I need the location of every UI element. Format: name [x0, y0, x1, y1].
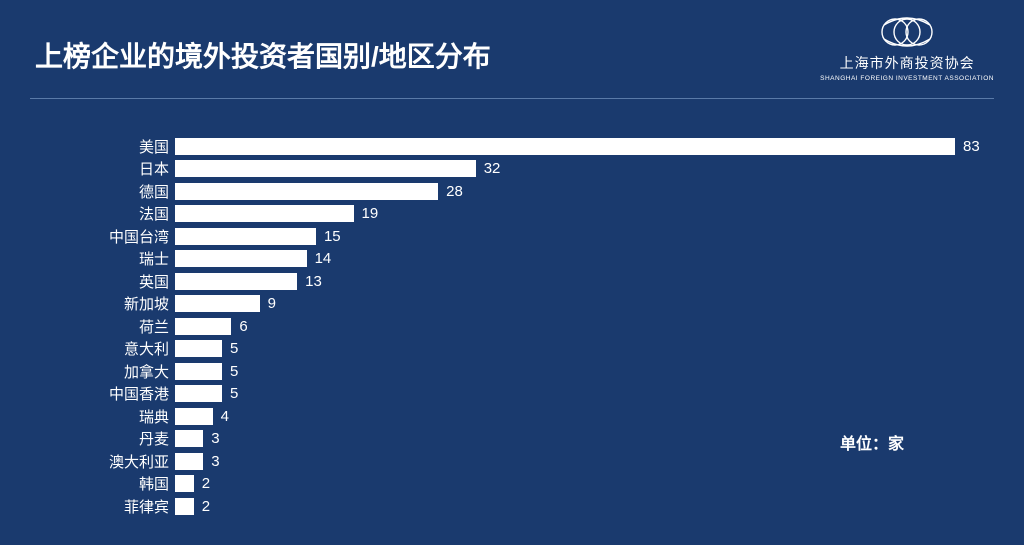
bar-track: 2 — [175, 473, 1024, 496]
bar-label: 日本 — [0, 158, 175, 179]
logo: 上海市外商投资协会 SHANGHAI FOREIGN INVESTMENT AS… — [820, 15, 994, 82]
bar-label: 意大利 — [0, 338, 175, 359]
bar-track: 6 — [175, 315, 1024, 338]
bar-label: 中国香港 — [0, 383, 175, 404]
bar-track: 9 — [175, 293, 1024, 316]
bar-track: 5 — [175, 360, 1024, 383]
bar-track: 13 — [175, 270, 1024, 293]
bar-chart: 美国83日本32德国28法国19中国台湾15瑞士14英国13新加坡9荷兰6意大利… — [0, 135, 1024, 535]
bar-fill — [175, 498, 194, 515]
bar-fill — [175, 138, 955, 155]
bar-fill — [175, 295, 260, 312]
divider — [30, 98, 994, 99]
bar-value: 83 — [963, 138, 980, 155]
bar-value: 13 — [305, 273, 322, 290]
bar-value: 32 — [484, 160, 501, 177]
bar-label: 英国 — [0, 271, 175, 292]
bar-label: 法国 — [0, 203, 175, 224]
bar-value: 2 — [202, 498, 210, 515]
bar-value: 3 — [211, 430, 219, 447]
bar-fill — [175, 228, 316, 245]
bar-row: 瑞士 14 — [0, 248, 1024, 271]
bar-track: 5 — [175, 338, 1024, 361]
bar-fill — [175, 205, 354, 222]
bar-row: 美国 83 — [0, 135, 1024, 158]
bar-fill — [175, 340, 222, 357]
bar-fill — [175, 250, 307, 267]
bar-value: 14 — [315, 250, 332, 267]
bar-row: 意大利 5 — [0, 338, 1024, 361]
bar-value: 9 — [268, 295, 276, 312]
bar-fill — [175, 430, 203, 447]
bar-value: 5 — [230, 340, 238, 357]
bar-fill — [175, 273, 297, 290]
bar-row: 日本 32 — [0, 158, 1024, 181]
bar-fill — [175, 160, 476, 177]
bar-fill — [175, 183, 438, 200]
bar-label: 菲律宾 — [0, 496, 175, 517]
bar-track: 83 — [175, 135, 1024, 158]
bar-row: 新加坡 9 — [0, 293, 1024, 316]
bar-track: 19 — [175, 203, 1024, 226]
bar-row: 法国 19 — [0, 203, 1024, 226]
bar-track: 2 — [175, 495, 1024, 518]
unit-label: 单位：家 — [840, 430, 904, 454]
bar-fill — [175, 318, 231, 335]
bar-row: 荷兰 6 — [0, 315, 1024, 338]
bar-fill — [175, 453, 203, 470]
bar-row: 加拿大 5 — [0, 360, 1024, 383]
bar-fill — [175, 363, 222, 380]
bar-label: 瑞士 — [0, 248, 175, 269]
logo-text-cn: 上海市外商投资协会 — [820, 53, 994, 73]
logo-icon — [820, 15, 994, 49]
bar-label: 新加坡 — [0, 293, 175, 314]
bar-label: 韩国 — [0, 473, 175, 494]
bar-row: 韩国 2 — [0, 473, 1024, 496]
bar-track: 5 — [175, 383, 1024, 406]
bar-row: 瑞典 4 — [0, 405, 1024, 428]
bar-label: 丹麦 — [0, 428, 175, 449]
header: 上榜企业的境外投资者国别/地区分布 上海市外商投资协会 SHANGHAI FOR… — [0, 0, 1024, 90]
bar-label: 瑞典 — [0, 406, 175, 427]
bar-value: 5 — [230, 363, 238, 380]
bar-label: 澳大利亚 — [0, 451, 175, 472]
bar-row: 德国 28 — [0, 180, 1024, 203]
logo-text-en: SHANGHAI FOREIGN INVESTMENT ASSOCIATION — [820, 75, 994, 82]
bar-fill — [175, 408, 213, 425]
bar-label: 美国 — [0, 136, 175, 157]
bar-track: 15 — [175, 225, 1024, 248]
bar-value: 2 — [202, 475, 210, 492]
bar-row: 英国 13 — [0, 270, 1024, 293]
bar-value: 28 — [446, 183, 463, 200]
bar-label: 荷兰 — [0, 316, 175, 337]
bar-row: 菲律宾 2 — [0, 495, 1024, 518]
bar-row: 中国台湾 15 — [0, 225, 1024, 248]
bar-track: 28 — [175, 180, 1024, 203]
bar-value: 15 — [324, 228, 341, 245]
bar-fill — [175, 385, 222, 402]
bar-track: 14 — [175, 248, 1024, 271]
bar-track: 32 — [175, 158, 1024, 181]
bar-value: 4 — [221, 408, 229, 425]
bar-track: 4 — [175, 405, 1024, 428]
bar-label: 中国台湾 — [0, 226, 175, 247]
bar-value: 5 — [230, 385, 238, 402]
bar-label: 德国 — [0, 181, 175, 202]
bar-value: 6 — [239, 318, 247, 335]
bar-value: 19 — [362, 205, 379, 222]
bar-fill — [175, 475, 194, 492]
bar-row: 中国香港 5 — [0, 383, 1024, 406]
bar-label: 加拿大 — [0, 361, 175, 382]
bar-value: 3 — [211, 453, 219, 470]
